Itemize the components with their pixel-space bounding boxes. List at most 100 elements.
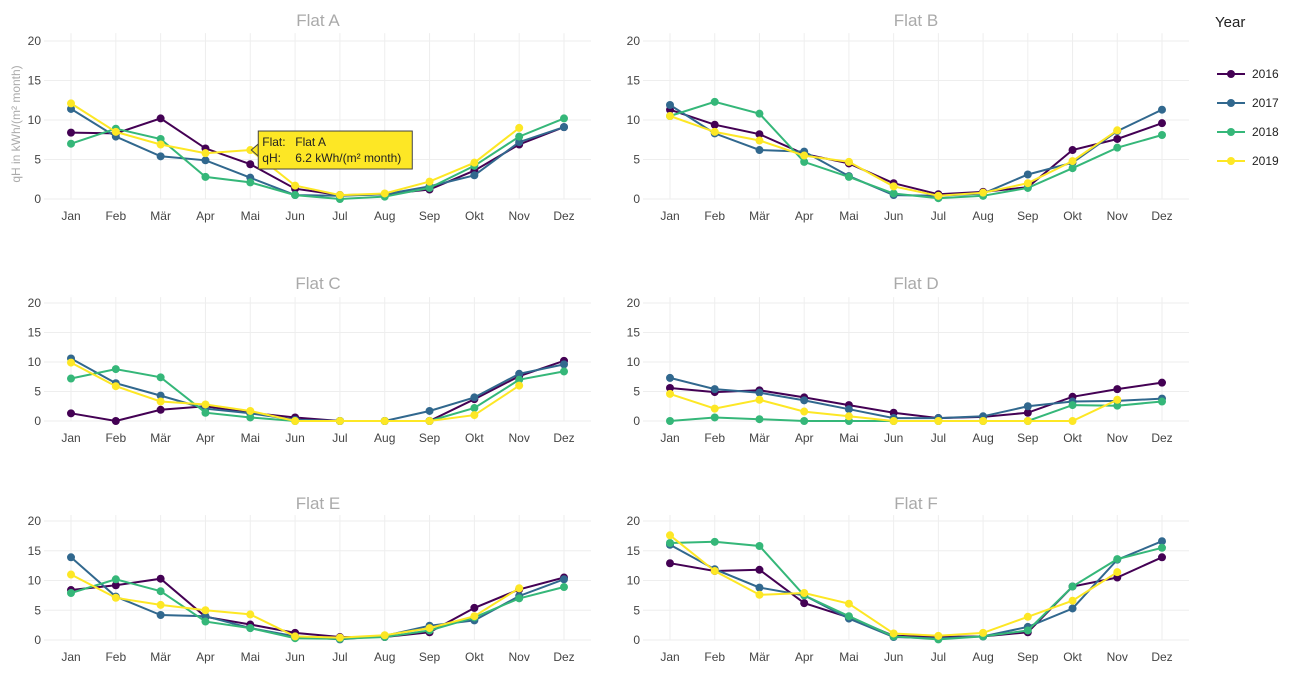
data-point[interactable] [111,575,120,584]
data-point[interactable] [470,612,479,621]
data-point[interactable] [710,537,719,546]
data-point[interactable] [710,127,719,136]
data-point[interactable] [1158,553,1166,562]
data-point[interactable] [1068,596,1077,605]
data-point[interactable] [1113,143,1122,152]
data-point[interactable] [291,417,300,425]
data-point[interactable] [1023,612,1032,621]
data-point[interactable] [710,97,719,106]
data-point[interactable] [666,100,674,109]
data-point[interactable] [755,541,764,550]
data-point[interactable] [156,587,165,596]
data-point[interactable] [755,590,764,599]
data-point[interactable] [470,603,479,612]
data-point[interactable] [844,612,853,621]
data-point[interactable] [560,360,568,369]
data-point[interactable] [889,189,898,198]
data-point[interactable] [67,588,75,597]
data-point[interactable] [291,191,300,200]
data-point[interactable] [246,610,255,619]
data-point[interactable] [560,367,568,376]
data-point[interactable] [201,149,210,158]
data-point[interactable] [201,172,210,181]
data-point[interactable] [979,628,988,637]
data-point[interactable] [156,391,165,400]
data-point[interactable] [67,409,75,418]
data-point[interactable] [470,158,479,167]
data-point[interactable] [425,177,434,186]
data-point[interactable] [380,631,389,640]
data-point[interactable] [889,417,898,425]
data-point[interactable] [934,631,943,640]
data-point[interactable] [515,584,524,593]
data-point[interactable] [800,396,809,405]
data-point[interactable] [889,182,898,191]
data-point[interactable] [710,404,719,413]
data-point[interactable] [1023,402,1032,411]
data-point[interactable] [335,417,344,425]
data-point[interactable] [755,136,764,145]
data-point[interactable] [844,412,853,421]
data-point[interactable] [1158,397,1166,406]
data-point[interactable] [156,611,165,620]
data-point[interactable] [755,146,764,155]
data-point[interactable] [67,553,75,562]
data-point[interactable] [1068,401,1077,410]
data-point[interactable] [1113,555,1122,564]
data-point[interactable] [844,172,853,181]
data-point[interactable] [755,395,764,404]
data-point[interactable] [666,383,674,392]
data-point[interactable] [111,417,120,425]
data-point[interactable] [800,157,809,166]
data-point[interactable] [156,373,165,382]
data-point[interactable] [800,599,809,608]
data-point[interactable] [666,559,674,568]
data-point[interactable] [666,531,674,540]
data-point[interactable] [111,581,120,590]
data-point[interactable] [470,411,479,420]
data-point[interactable] [755,109,764,118]
data-point[interactable] [666,417,674,425]
data-point[interactable] [755,130,764,139]
data-point[interactable] [201,606,210,615]
data-point[interactable] [1068,164,1077,173]
data-point[interactable] [755,565,764,574]
data-point[interactable] [201,400,210,409]
data-point[interactable] [425,406,434,415]
data-point[interactable] [1023,408,1032,417]
data-point[interactable] [1023,626,1032,635]
data-point[interactable] [1068,146,1077,155]
data-point[interactable] [560,114,568,123]
data-point[interactable] [755,388,764,397]
data-point[interactable] [156,140,165,149]
data-point[interactable] [515,123,524,132]
data-point[interactable] [156,114,165,123]
data-point[interactable] [800,151,809,160]
data-point[interactable] [156,600,165,609]
data-point[interactable] [844,405,853,414]
data-point[interactable] [67,104,75,113]
data-point[interactable] [560,575,568,584]
data-point[interactable] [67,139,75,148]
data-point[interactable] [380,417,389,425]
data-point[interactable] [666,389,674,398]
data-point[interactable] [425,417,434,425]
data-point[interactable] [470,171,479,180]
data-point[interactable] [666,373,674,382]
data-point[interactable] [246,160,255,169]
data-point[interactable] [1023,179,1032,188]
data-point[interactable] [201,156,210,165]
data-point[interactable] [710,385,719,394]
data-point[interactable] [335,633,344,642]
data-point[interactable] [515,381,524,390]
data-point[interactable] [1158,105,1166,114]
data-point[interactable] [1158,543,1166,552]
data-point[interactable] [515,369,524,378]
data-point[interactable] [470,393,479,402]
data-point[interactable] [111,382,120,391]
data-point[interactable] [710,413,719,422]
data-point[interactable] [67,99,75,108]
legend-item-2017[interactable]: 2017 [1217,96,1279,110]
data-point[interactable] [1023,417,1032,425]
data-point[interactable] [246,406,255,415]
